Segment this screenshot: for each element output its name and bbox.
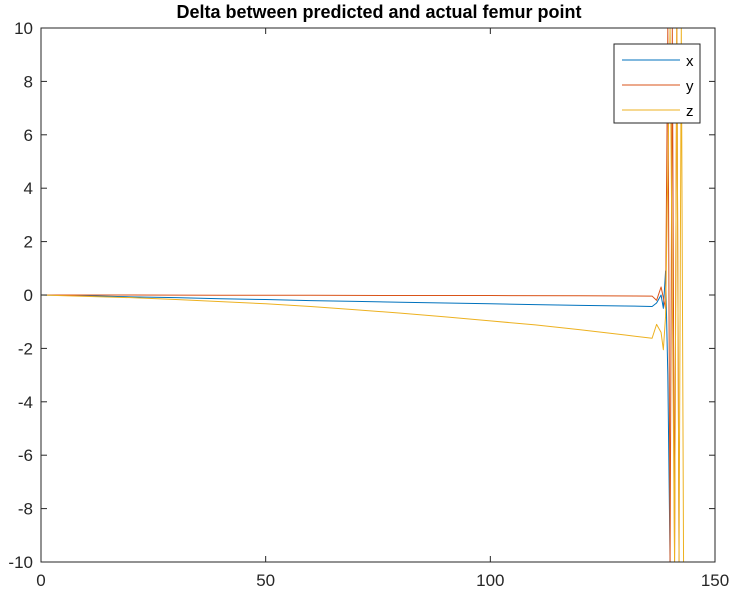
y-tick-label: -10 (8, 553, 33, 572)
series-line-y (41, 28, 680, 562)
y-tick-label: 4 (24, 179, 33, 198)
y-tick-label: 0 (24, 286, 33, 305)
y-tick-label: -6 (18, 446, 33, 465)
legend-label-x: x (686, 53, 694, 70)
y-tick-label: 2 (24, 233, 33, 252)
legend-label-y: y (686, 78, 694, 95)
series-line-x (41, 270, 671, 562)
y-tick-label: -2 (18, 339, 33, 358)
legend-label-z: z (686, 103, 694, 120)
x-tick-label: 0 (36, 571, 45, 590)
series-group (41, 28, 685, 562)
plot-area: 0 50 100 150 -10 -8 -6 -4 -2 0 2 4 6 8 10 xyz (8, 19, 729, 590)
y-tick-label: 6 (24, 126, 33, 145)
y-tick-label: 10 (14, 19, 33, 38)
x-tick-label: 100 (476, 571, 504, 590)
legend: xyz (613, 43, 701, 124)
y-tick-label: -8 (18, 500, 33, 519)
x-tick-label: 150 (701, 571, 729, 590)
series-line-z (41, 28, 685, 562)
x-tick-label: 50 (256, 571, 275, 590)
chart-title: Delta between predicted and actual femur… (176, 2, 581, 22)
y-tick-label: -4 (18, 393, 33, 412)
y-tick-label: 8 (24, 72, 33, 91)
